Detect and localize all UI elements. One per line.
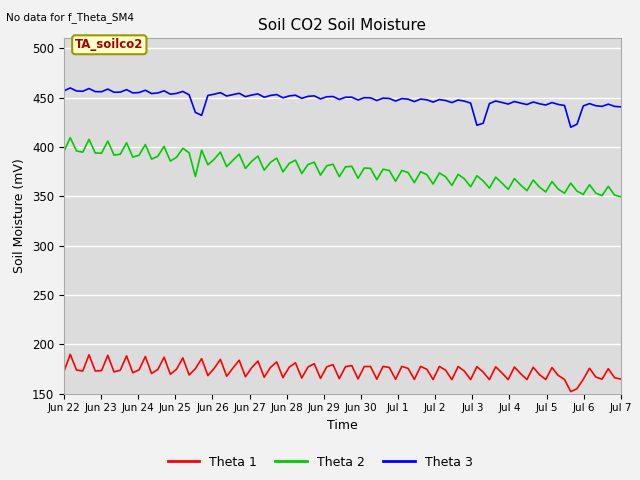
- Theta 1: [617, 376, 625, 382]
- Theta 3: [141, 87, 149, 93]
- Theta 1: [141, 354, 149, 360]
- Title: Soil CO2 Soil Moisture: Soil CO2 Soil Moisture: [259, 18, 426, 33]
- Theta 2: [67, 135, 74, 141]
- Theta 2: [529, 177, 537, 183]
- Theta 1: [567, 389, 575, 395]
- Theta 3: [542, 102, 550, 108]
- Theta 3: [529, 99, 537, 105]
- Text: No data for f_Theta_SM4: No data for f_Theta_SM4: [6, 12, 134, 23]
- Theta 2: [141, 142, 149, 147]
- Theta 1: [454, 364, 462, 370]
- Theta 2: [454, 171, 462, 177]
- Theta 3: [567, 124, 575, 130]
- Theta 1: [542, 377, 550, 383]
- Theta 3: [236, 90, 243, 96]
- Theta 1: [604, 366, 612, 372]
- Theta 3: [454, 97, 462, 103]
- Theta 1: [236, 357, 243, 363]
- Theta 2: [60, 148, 68, 154]
- Theta 3: [60, 88, 68, 94]
- X-axis label: Time: Time: [327, 419, 358, 432]
- Theta 2: [598, 192, 606, 198]
- Theta 1: [67, 351, 74, 357]
- Theta 3: [67, 85, 74, 91]
- Line: Theta 3: Theta 3: [64, 88, 621, 127]
- Line: Theta 2: Theta 2: [64, 138, 621, 197]
- Theta 2: [236, 151, 243, 157]
- Theta 1: [529, 364, 537, 370]
- Theta 2: [617, 194, 625, 200]
- Theta 1: [60, 369, 68, 374]
- Legend: Theta 1, Theta 2, Theta 3: Theta 1, Theta 2, Theta 3: [163, 451, 477, 474]
- Line: Theta 1: Theta 1: [64, 354, 621, 392]
- Y-axis label: Soil Moisture (mV): Soil Moisture (mV): [13, 158, 26, 274]
- Theta 3: [617, 104, 625, 110]
- Theta 2: [542, 189, 550, 195]
- Text: TA_soilco2: TA_soilco2: [75, 38, 143, 51]
- Theta 3: [604, 101, 612, 107]
